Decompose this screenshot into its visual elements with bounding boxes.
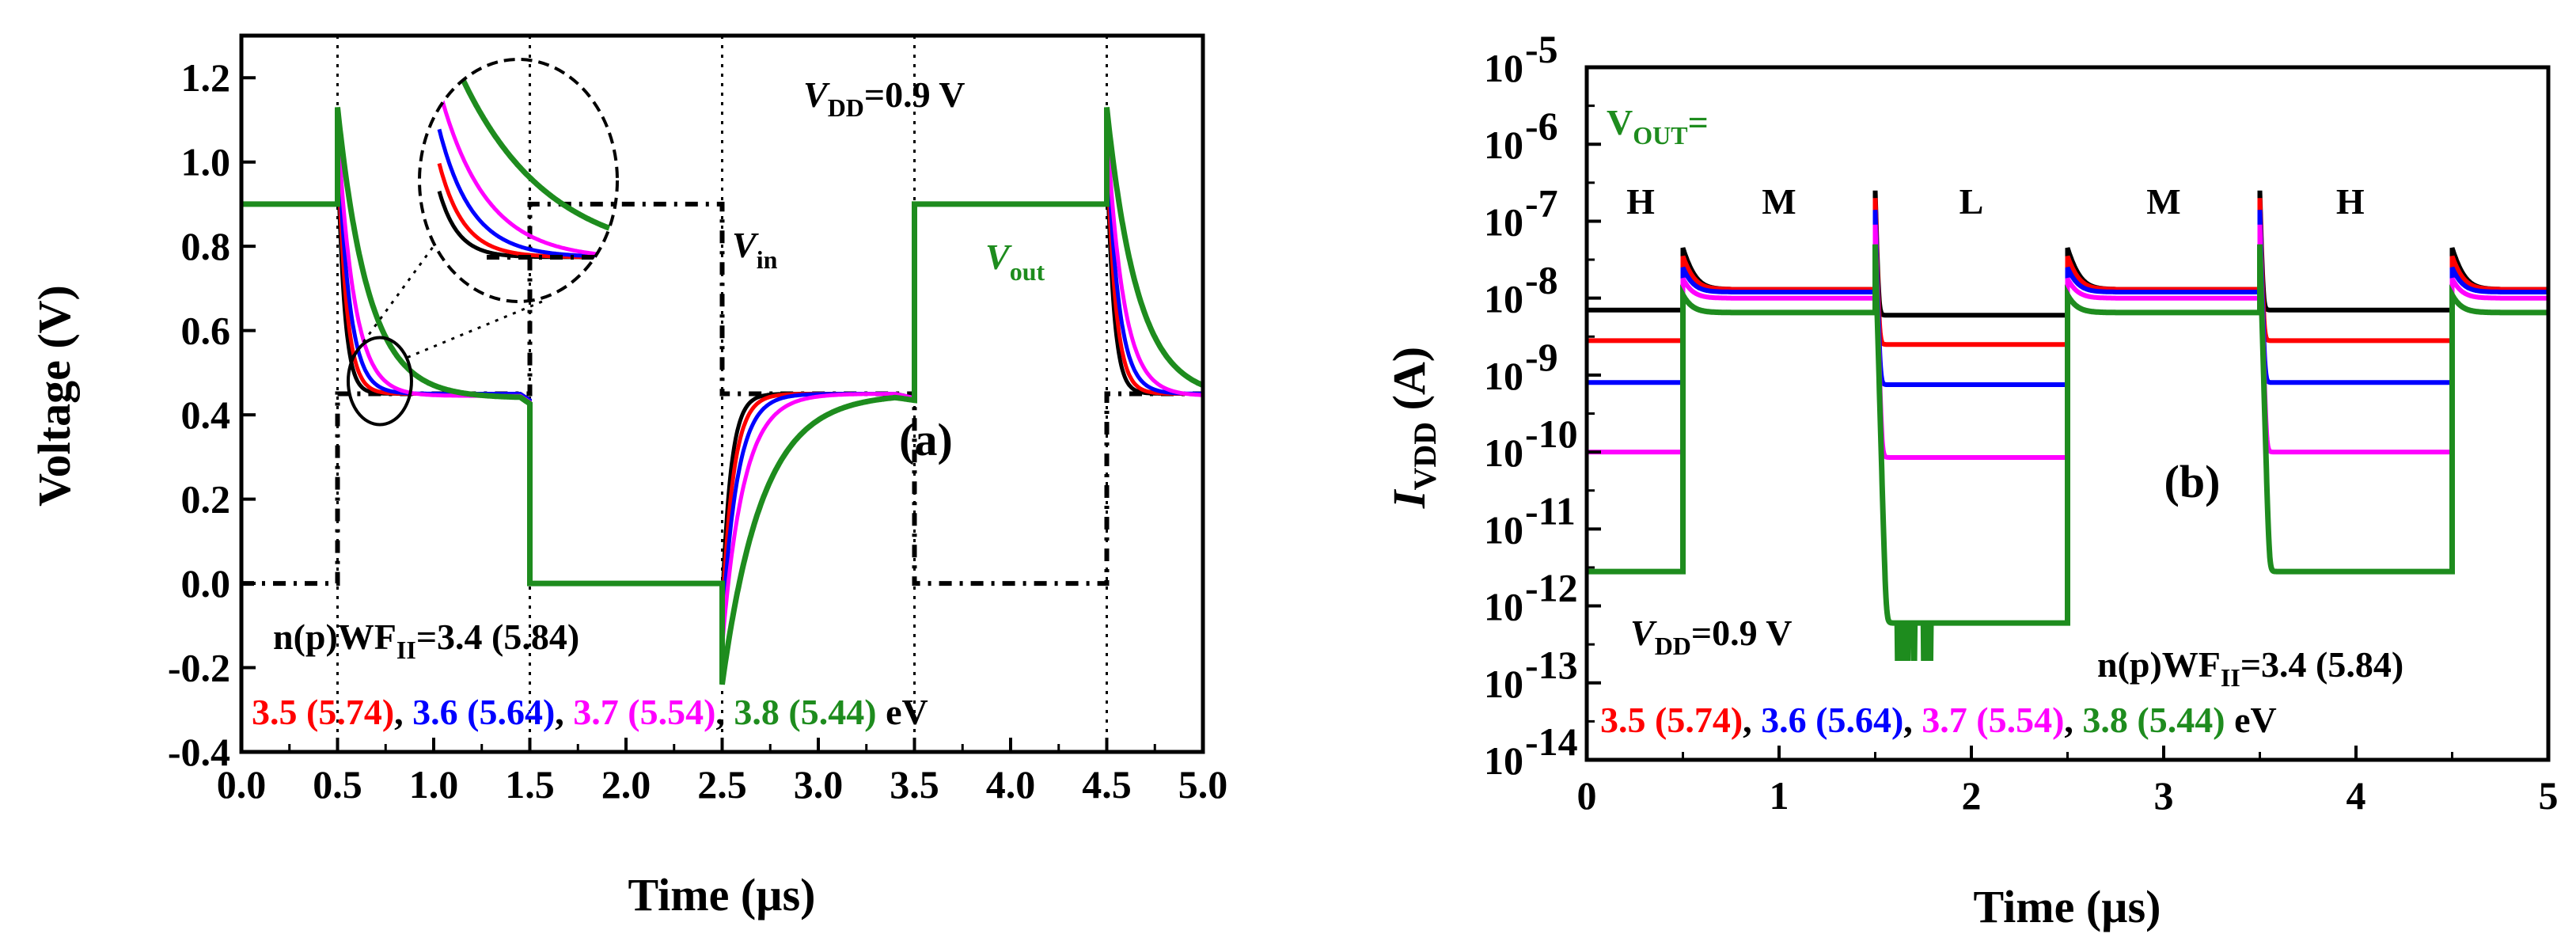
vdd-annotation-a: VDD=0.9 V: [803, 74, 966, 122]
vin-series: [241, 201, 1203, 586]
zoom-line: [436, 59, 617, 245]
panel-label-b: (b): [2164, 456, 2221, 507]
x-tick-label: 4.0: [986, 762, 1036, 807]
vin-line: [241, 201, 1203, 586]
y-tick-label: 10: [1484, 123, 1523, 167]
x-tick-label: 2: [1962, 773, 1982, 818]
y-tick-exponent: -5: [1525, 27, 1558, 71]
x-tick-label: 1.5: [505, 762, 555, 807]
legend-b: 3.5 (5.74), 3.6 (5.64), 3.7 (5.54), 3.8 …: [1600, 700, 2277, 740]
y-tick-label: -0.4: [168, 730, 230, 774]
x-axis-label-a: Time (µs): [628, 869, 816, 921]
y-tick-exponent: -14: [1525, 719, 1578, 764]
y-tick-label: 1.2: [181, 55, 231, 100]
state-label: H: [2336, 181, 2365, 222]
x-tick-label: 3: [2154, 773, 2174, 818]
legend-a: 3.5 (5.74), 3.6 (5.64), 3.7 (5.54), 3.8 …: [252, 692, 928, 732]
state-label: M: [1762, 181, 1796, 222]
x-tick-label: 5: [2539, 773, 2559, 818]
y-tick-exponent: -8: [1525, 258, 1558, 302]
y-tick-exponent: -9: [1525, 335, 1558, 379]
zoom-source-circle: [346, 336, 413, 427]
state-label: M: [2146, 181, 2180, 222]
y-tick-exponent: -12: [1525, 566, 1578, 610]
y-tick-exponent: -11: [1525, 488, 1576, 533]
zoom-line: [437, 190, 617, 260]
y-tick-exponent: -7: [1525, 180, 1558, 225]
y-tick-label: 10: [1484, 431, 1523, 475]
x-tick-label: 0.0: [217, 762, 267, 807]
y-tick-label: 0.6: [181, 309, 231, 353]
vout-line: [241, 107, 1203, 685]
y-tick-label: 0.8: [181, 224, 231, 268]
zoom-line: [437, 128, 617, 260]
y-axis-label-a: Voltage (V): [28, 285, 80, 507]
y-tick-label: 10: [1484, 277, 1523, 321]
wf-annotation-b: n(p)WFII=3.4 (5.84): [2097, 644, 2403, 692]
y-tick-exponent: -6: [1525, 104, 1558, 148]
y-tick-label: 10: [1484, 738, 1523, 783]
x-tick-label: 0.5: [313, 762, 362, 807]
x-tick-label: 1.0: [409, 762, 459, 807]
zoom-ellipse: [418, 58, 619, 303]
zoom-connector: [407, 300, 543, 359]
y-tick-exponent: -10: [1525, 412, 1578, 456]
x-axis-label-b: Time (µs): [1974, 881, 2161, 932]
y-tick-label: 0.2: [181, 477, 231, 522]
y-tick-label: 0.0: [181, 561, 231, 605]
zoom-line: [437, 162, 617, 260]
y-tick-label: 10: [1484, 46, 1523, 90]
ivdd-line: [1587, 244, 2548, 661]
zoom-inset: [346, 58, 619, 427]
legend-red: 3.5 (5.74): [252, 692, 394, 732]
x-tick-label: 2.0: [601, 762, 651, 807]
vout-state-label: VOUT=: [1607, 102, 1709, 150]
state-label: H: [1626, 181, 1655, 222]
x-tick-label: 0: [1577, 773, 1597, 818]
y-axis-label-b: IVDD (A): [1383, 347, 1443, 509]
panel-label-a: (a): [899, 414, 953, 465]
legend-blue: 3.6 (5.64): [412, 692, 555, 732]
y-tick-label: 10: [1484, 507, 1523, 552]
zoom-line: [437, 89, 617, 260]
vin-label: Vin: [732, 225, 778, 274]
y-tick-label: 10: [1484, 354, 1523, 398]
chart-voltage: 0.0 0.5 1.0 1.5 2.0 2.5 3.0 3.5 4.0 4.5 5.0 -0.4 -0.…: [28, 33, 1227, 921]
ivdd-series-group: [1587, 190, 2548, 661]
vout-label: Vout: [985, 237, 1045, 286]
y-tick-label: 1.0: [181, 140, 231, 184]
x-tick-label: 5.0: [1178, 762, 1228, 807]
x-tick-label: 3.5: [890, 762, 939, 807]
y-tick-label: 0.4: [181, 393, 231, 437]
x-tick-label: 2.5: [697, 762, 747, 807]
y-tick-label: -0.2: [168, 646, 230, 690]
x-tick-label: 3.0: [794, 762, 844, 807]
axis-ticks-a: 0.0 0.5 1.0 1.5 2.0 2.5 3.0 3.5 4.0 4.5 5.0 -0.4 -0.…: [168, 55, 1227, 807]
legend-green: 3.8 (5.44): [734, 692, 876, 732]
y-tick-label: 10: [1484, 199, 1523, 244]
state-label: L: [1960, 181, 1984, 222]
x-tick-label: 4.5: [1082, 762, 1132, 807]
x-tick-label: 1: [1770, 773, 1789, 818]
x-tick-label: 4: [2346, 773, 2366, 818]
y-tick-exponent: -13: [1525, 643, 1578, 687]
y-tick-label: 10: [1484, 585, 1523, 629]
vdd-annotation-b: VDD=0.9 V: [1630, 613, 1793, 660]
wf-annotation-a: n(p)WFII=3.4 (5.84): [273, 617, 579, 664]
legend-magenta: 3.7 (5.54): [573, 692, 715, 732]
vout-series-group: [241, 107, 1203, 685]
zoom-content: [436, 59, 617, 260]
y-tick-label: 10: [1484, 662, 1523, 706]
